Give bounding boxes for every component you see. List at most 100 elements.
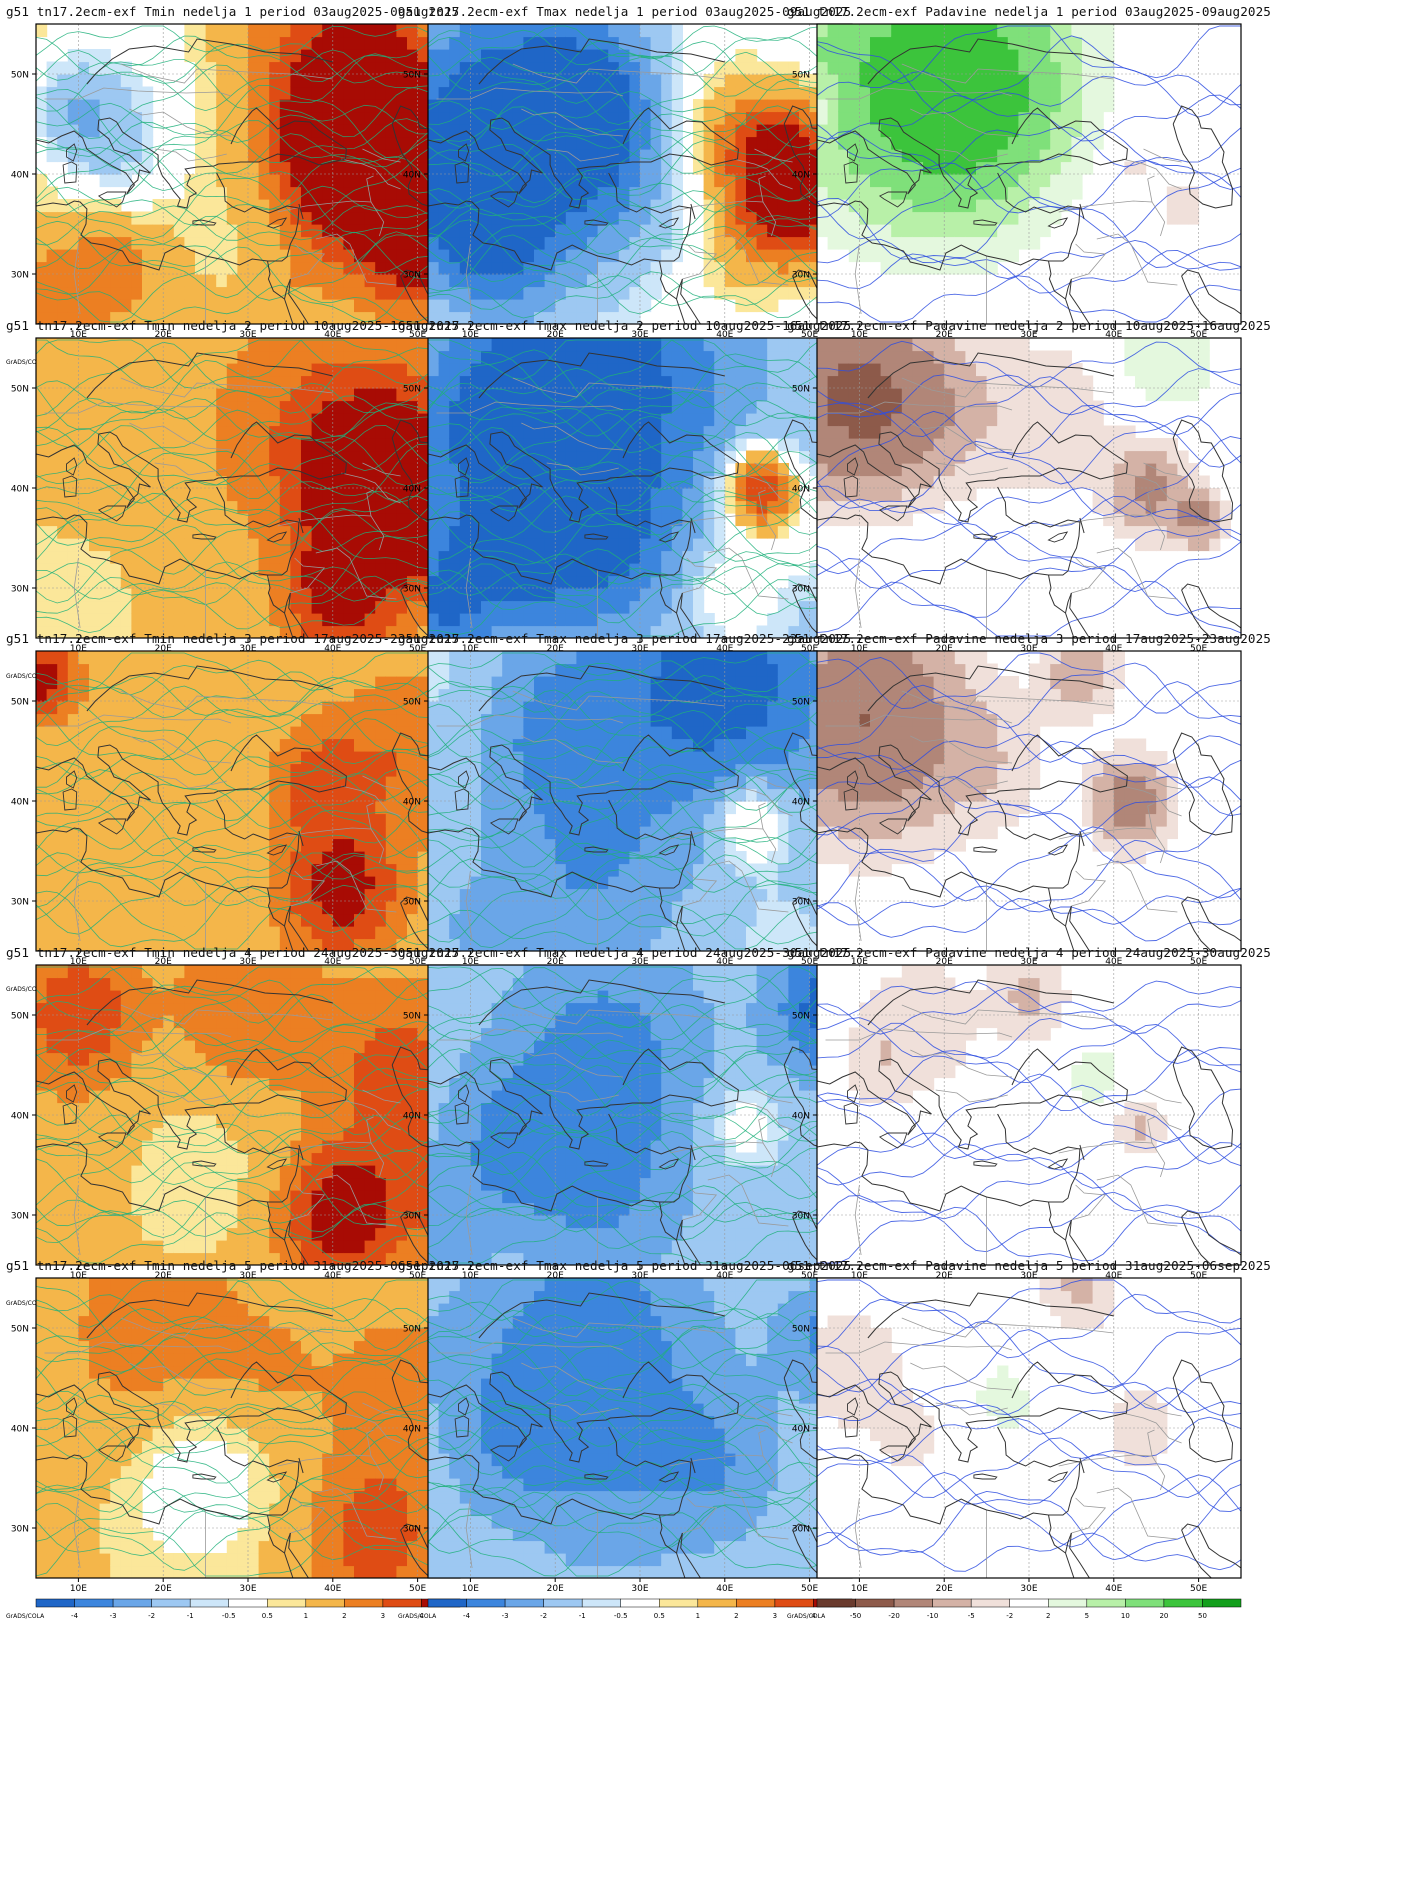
anomaly-cell xyxy=(89,463,101,477)
anomaly-cell xyxy=(184,550,196,564)
anomaly-cell xyxy=(322,61,334,75)
anomaly-cell xyxy=(1039,400,1051,414)
anomaly-cell xyxy=(237,400,249,414)
country-border xyxy=(669,200,777,237)
anomaly-cell xyxy=(640,124,652,138)
anomaly-cell xyxy=(269,211,281,225)
anomaly-cell xyxy=(1124,363,1136,377)
anomaly-cell xyxy=(1039,413,1051,427)
anomaly-cell xyxy=(459,174,471,188)
anomaly-cell xyxy=(1092,24,1104,38)
anomaly-cell xyxy=(120,299,132,313)
anomaly-cell xyxy=(944,438,956,452)
coastline xyxy=(478,38,725,85)
anomaly-cell xyxy=(163,488,175,502)
anomaly-cell xyxy=(703,613,715,627)
anomaly-cell xyxy=(364,613,376,627)
anomaly-cell xyxy=(965,438,977,452)
anomaly-cell xyxy=(89,538,101,552)
anomaly-cell xyxy=(767,249,779,263)
anomaly-cell xyxy=(597,274,609,288)
anomaly-cell xyxy=(944,174,956,188)
anomaly-cell xyxy=(912,161,924,175)
anomaly-cell xyxy=(78,286,90,300)
anomaly-cell xyxy=(502,86,514,100)
anomaly-cell xyxy=(459,86,471,100)
anomaly-cell xyxy=(576,563,588,577)
anomaly-cell xyxy=(986,425,998,439)
anomaly-cell xyxy=(311,99,323,113)
anomaly-cell xyxy=(417,236,429,250)
anomaly-cell xyxy=(986,99,998,113)
anomaly-cell xyxy=(195,124,207,138)
anomaly-cell xyxy=(714,438,726,452)
anomaly-cell xyxy=(78,299,90,313)
anomaly-cell xyxy=(661,475,673,489)
anomaly-cell xyxy=(184,538,196,552)
anomaly-cell xyxy=(870,211,882,225)
anomaly-cell xyxy=(827,338,839,352)
anomaly-cell xyxy=(57,261,69,275)
anomaly-cell xyxy=(880,363,892,377)
anomaly-cell xyxy=(428,236,440,250)
anomaly-cell xyxy=(407,450,419,464)
anomaly-cell xyxy=(1124,438,1136,452)
anomaly-cell xyxy=(343,161,355,175)
anomaly-cell xyxy=(777,513,789,527)
anomaly-cell xyxy=(438,61,450,75)
coastline xyxy=(659,260,691,324)
anomaly-cell xyxy=(491,588,503,602)
anomaly-cell xyxy=(693,388,705,402)
anomaly-cell xyxy=(1039,74,1051,88)
anomaly-cell xyxy=(89,388,101,402)
island-outline xyxy=(454,475,470,498)
anomaly-cell xyxy=(459,299,471,313)
anomaly-cell xyxy=(799,363,811,377)
anomaly-cell xyxy=(1007,224,1019,238)
anomaly-cell xyxy=(226,49,238,63)
anomaly-cell xyxy=(1050,363,1062,377)
anomaly-cell xyxy=(1029,86,1041,100)
anomaly-cell xyxy=(777,625,789,638)
anomaly-cell xyxy=(195,249,207,263)
anomaly-cell xyxy=(576,438,588,452)
anomaly-cell xyxy=(258,500,270,514)
anomaly-cell xyxy=(565,124,577,138)
anomaly-cell xyxy=(99,363,111,377)
anomaly-cell xyxy=(817,513,829,527)
anomaly-cell xyxy=(46,86,58,100)
anomaly-cell xyxy=(46,525,58,539)
anomaly-cell xyxy=(1166,500,1178,514)
anomaly-cell xyxy=(258,525,270,539)
anomaly-cell xyxy=(142,550,154,564)
coastline xyxy=(288,278,310,324)
anomaly-cell xyxy=(788,286,800,300)
anomaly-cell xyxy=(322,136,334,150)
anomaly-cell xyxy=(965,174,977,188)
anomaly-cell xyxy=(216,136,228,150)
anomaly-cell xyxy=(258,563,270,577)
anomaly-cell xyxy=(1039,149,1051,163)
anomaly-cell xyxy=(216,538,228,552)
anomaly-cell xyxy=(714,274,726,288)
anomaly-cell xyxy=(332,625,344,638)
anomaly-cell xyxy=(1007,186,1019,200)
anomaly-cell xyxy=(565,299,577,313)
anomaly-cell xyxy=(788,236,800,250)
anomaly-cell xyxy=(618,425,630,439)
contour-line xyxy=(428,149,852,231)
country-border xyxy=(366,175,374,203)
anomaly-cell xyxy=(724,413,736,427)
coastline xyxy=(1069,278,1091,324)
anomaly-cell xyxy=(438,363,450,377)
anomaly-cell xyxy=(870,488,882,502)
anomaly-cell xyxy=(67,338,79,352)
anomaly-cell xyxy=(311,438,323,452)
anomaly-cell xyxy=(354,613,366,627)
anomaly-cell xyxy=(226,375,238,389)
anomaly-cell xyxy=(534,338,546,352)
anomaly-cell xyxy=(385,500,397,514)
anomaly-cell xyxy=(502,224,514,238)
anomaly-cell xyxy=(682,500,694,514)
